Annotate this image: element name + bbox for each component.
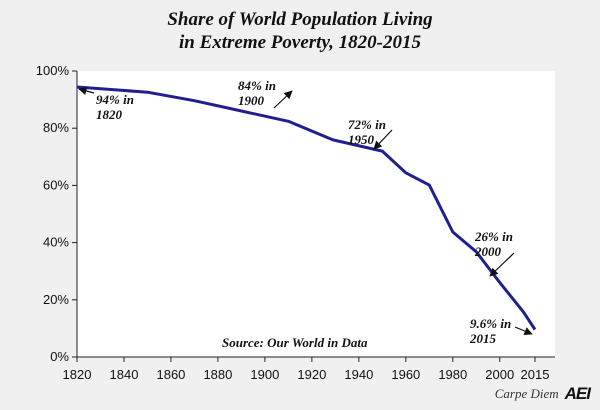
annotation-label: 94% in 1820 — [96, 92, 134, 122]
x-tick-label: 1960 — [391, 367, 420, 382]
annotation-label: 84% in 1900 — [238, 78, 276, 108]
x-tick-label: 1940 — [344, 367, 373, 382]
chart-title-line-1: Share of World Population Living — [167, 9, 433, 30]
chart-axes — [76, 71, 555, 358]
annotation-arrow — [78, 86, 95, 96]
chart-title-line-2: in Extreme Poverty, 1820-2015 — [178, 32, 422, 53]
x-tick-label: 1840 — [110, 367, 139, 382]
chart-ticks: 0% 20% 40% 60% 80% 100% 1820 1840 1860 1880 1900 19… — [36, 63, 550, 382]
series-line — [76, 85, 537, 331]
x-tick-label: 1860 — [156, 367, 185, 382]
annotation-label: 26% in 2000 — [474, 229, 513, 259]
chart-annotations: 94% in 1820 84% in 1900 72% in 1950 26% in 2000… — [78, 78, 533, 346]
aei-logo: AEI — [564, 384, 591, 403]
x-tick-label: 1980 — [438, 367, 467, 382]
annotation-arrow — [273, 90, 293, 109]
x-tick-label: 2015 — [521, 367, 550, 382]
y-tick-label: 40% — [43, 235, 69, 250]
x-tick-label: 1920 — [297, 367, 326, 382]
chart-source: Source: Our World in Data — [222, 335, 368, 350]
footer: Carpe Diem AEI — [494, 384, 591, 404]
annotation-arrow — [373, 129, 393, 150]
x-tick-label: 1820 — [63, 367, 92, 382]
y-tick-label: 20% — [43, 292, 69, 307]
annotation-label: 9.6% in 2015 — [469, 316, 511, 346]
y-tick-label: 60% — [43, 177, 69, 192]
footer-credit: Carpe Diem — [494, 386, 559, 401]
x-tick-label: 1900 — [250, 367, 279, 382]
plot-area — [77, 71, 555, 357]
y-tick-label: 80% — [43, 120, 69, 135]
x-tick-label: 1880 — [203, 367, 232, 382]
chart-title: Share of World Population Living in Extr… — [0, 8, 600, 54]
annotation-label: 72% in 1950 — [348, 117, 386, 147]
y-tick-label: 100% — [36, 63, 70, 78]
annotation-arrow — [489, 252, 515, 277]
x-tick-label: 2000 — [485, 367, 514, 382]
y-tick-label: 0% — [50, 349, 69, 364]
chart-series — [76, 85, 537, 331]
annotation-arrow — [514, 326, 533, 336]
